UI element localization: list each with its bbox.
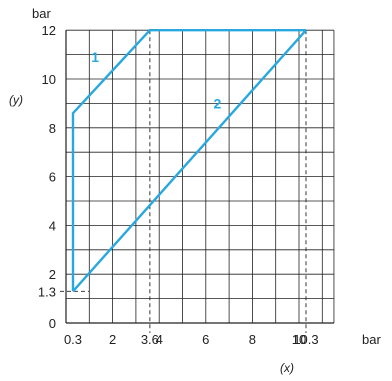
series-line-2 [72,29,307,293]
y-axis-label: (y) [9,93,23,107]
grid [65,29,335,324]
y-tick-label: 10 [42,72,56,87]
x-axis-label: (x) [280,361,294,375]
axes [65,30,334,324]
series-label-2: 2 [214,95,222,111]
reference-lines [60,30,307,333]
y-tick-label: 1.3 [38,284,56,299]
x-tick-label: 10.3 [293,332,318,347]
y-tick-label: 6 [49,170,56,185]
y-tick-label: 2 [49,267,56,282]
x-tick-label: 3.6 [141,332,159,347]
series-label-1: 1 [91,49,99,65]
x-tick-label: 10 [292,332,306,347]
x-tick-label: 2 [109,332,116,347]
x-tick-label: 0.3 [64,332,82,347]
series-group: 12 [71,29,307,293]
x-tick-label: 6 [202,332,209,347]
y-tick-label: 4 [49,218,56,233]
x-tick-label: 8 [249,332,256,347]
x-unit-label: bar [362,332,381,347]
series-line-1 [71,29,306,292]
y-unit-label: bar [32,6,51,21]
y-tick-label: 0 [49,316,56,331]
y-tick-label: 8 [49,121,56,136]
x-tick-label: 4 [156,332,163,347]
y-tick-label: 12 [42,23,56,38]
